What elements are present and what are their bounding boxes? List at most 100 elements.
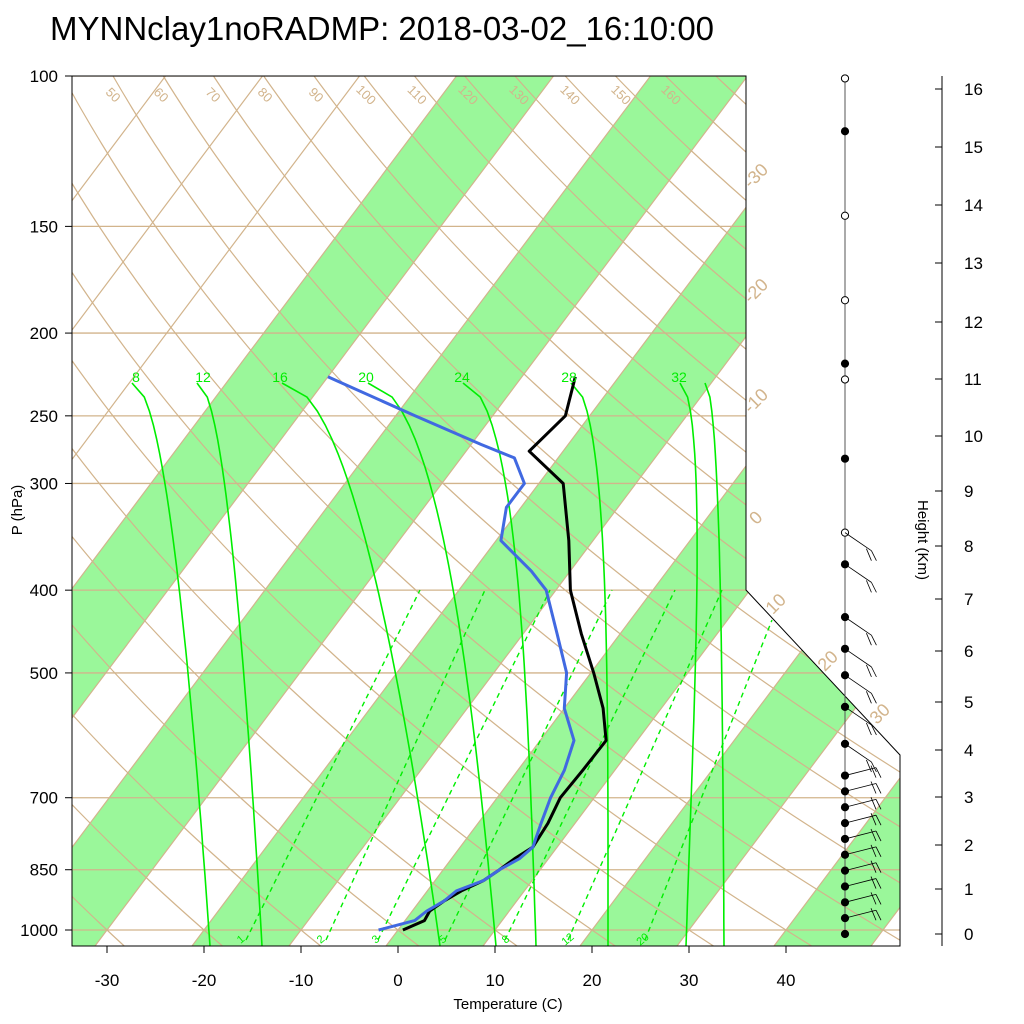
dry-adiabat-label: 110 <box>405 82 430 107</box>
isotherm-line <box>72 76 469 946</box>
wind-marker <box>840 296 850 305</box>
height-tick-label: 10 <box>964 427 983 446</box>
y-tick-label: 150 <box>30 217 58 236</box>
dry-adiabat <box>72 76 339 946</box>
x-axis: -30 -20 -10 0 10 20 30 40 <box>72 945 900 990</box>
wind-marker <box>840 127 850 136</box>
y-axis: 100 150 200 250 300 400 500 700 850 1000 <box>20 67 72 940</box>
height-tick-label: 8 <box>964 537 973 556</box>
wind-barb-flag <box>870 860 877 873</box>
wind-barb <box>844 674 872 694</box>
dry-adiabat <box>202 76 900 946</box>
dry-adiabat <box>599 76 900 946</box>
wind-barb <box>844 743 872 763</box>
wind-barb <box>844 532 872 552</box>
wind-barb-flag <box>866 691 872 704</box>
isotherm-label: 0 <box>745 507 766 528</box>
sounding-profiles <box>327 375 608 932</box>
wind-barb-flag <box>875 846 882 858</box>
isotherm-line <box>181 76 857 946</box>
x-tick-label: 30 <box>680 971 699 990</box>
isotherm-line <box>72 76 275 946</box>
wind-barb <box>844 783 877 792</box>
dry-adiabat-label: 60 <box>151 84 172 105</box>
y-tick-label: 500 <box>30 664 58 683</box>
wind-barb-flag <box>866 664 872 678</box>
dry-adiabat-label: 50 <box>103 84 124 105</box>
isotherm-lines <box>72 76 900 946</box>
mixing-ratio-line <box>196 382 263 946</box>
dry-adiabat <box>72 76 736 946</box>
wind-marker <box>840 359 850 368</box>
x-tick-label: -30 <box>95 971 120 990</box>
wind-barb-flag <box>871 582 877 593</box>
wind-barb-flag <box>875 878 882 889</box>
mixing-ratio-dashed <box>567 589 723 941</box>
wind-barb-flag <box>866 580 872 593</box>
mixing-ratio-line <box>281 382 441 946</box>
wind-barb-flag <box>870 844 877 858</box>
dry-adiabat <box>72 76 637 946</box>
y-axis-title: P (hPa) <box>9 485 26 536</box>
wind-barb-flag <box>866 759 872 773</box>
isotherm-line <box>72 76 663 946</box>
y-tick-label: 700 <box>30 789 58 808</box>
wind-barb <box>844 563 872 583</box>
dry-adiabat <box>152 76 900 946</box>
y-tick-label: 400 <box>30 581 58 600</box>
y-tick-label: 100 <box>30 67 58 86</box>
height-tick-label: 13 <box>964 254 983 273</box>
wind-barb-flag <box>875 783 882 794</box>
temperature-band <box>72 76 760 946</box>
mixing-ratio-line <box>462 382 537 946</box>
isotherm-line <box>763 76 900 946</box>
wind-barb <box>844 894 877 903</box>
wind-barb <box>844 814 877 824</box>
temperature-bands <box>72 76 900 946</box>
x-tick-label: -20 <box>192 971 217 990</box>
mixing-ratio-dashed <box>377 589 551 941</box>
wind-barb-flag <box>870 876 877 889</box>
dry-adiabat <box>450 76 900 946</box>
mixing-ratio-line <box>704 382 725 946</box>
mixing-ratio-label: 12 <box>195 369 211 385</box>
wind-barb-flag <box>866 633 872 646</box>
dry-adiabat <box>103 76 900 946</box>
wind-barb <box>844 909 877 919</box>
wind-marker <box>840 929 850 939</box>
mixing-ratio-dashed <box>644 619 773 941</box>
wind-barb-column <box>840 74 882 939</box>
temperature-band <box>763 76 900 946</box>
plot-area <box>72 76 900 946</box>
isotherm-line <box>72 76 372 946</box>
wind-barb-flag <box>875 830 882 842</box>
wind-barb-flag <box>875 799 882 810</box>
dry-adiabat <box>72 76 900 946</box>
mixing-ratio-label: 8 <box>132 369 140 385</box>
wind-marker <box>840 211 850 220</box>
y-tick-label: 850 <box>30 861 58 880</box>
wind-barb-flag <box>870 813 877 826</box>
isotherm-label: -10 <box>739 384 772 417</box>
mixing-ratio-label: 28 <box>561 369 577 385</box>
isotherm-line <box>569 76 900 946</box>
height-tick-label: 15 <box>964 138 983 157</box>
mixing-ratio-label-bottom: 3 <box>370 933 382 946</box>
y-tick-label: 200 <box>30 324 58 343</box>
wind-barb <box>844 798 877 808</box>
y-tick-label: 250 <box>30 407 58 426</box>
wind-barb-flag <box>875 814 882 826</box>
height-tick-label: 11 <box>964 370 982 389</box>
wind-barb-flag <box>866 722 872 736</box>
dry-adiabat <box>72 76 538 946</box>
dry-adiabat-label: 140 <box>557 82 583 108</box>
wind-barb-flag <box>870 892 877 905</box>
wind-marker <box>840 454 850 463</box>
dry-adiabat <box>72 76 240 946</box>
mixing-ratio-line <box>570 382 609 946</box>
wind-marker <box>840 375 850 384</box>
height-tick-label: 9 <box>964 482 973 501</box>
height-tick-label: 5 <box>964 693 973 712</box>
dry-adiabat-label: 100 <box>353 82 379 108</box>
